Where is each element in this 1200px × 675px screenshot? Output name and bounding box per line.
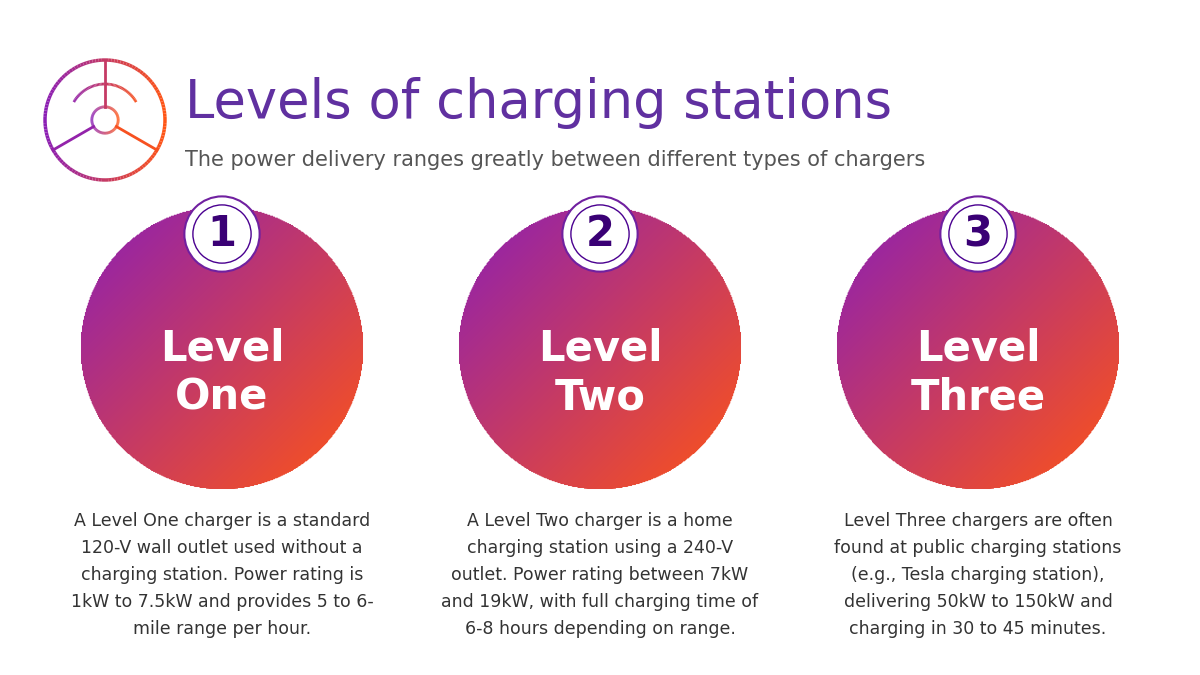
- Text: The power delivery ranges greatly between different types of chargers: The power delivery ranges greatly betwee…: [185, 150, 925, 170]
- Text: Level Three chargers are often
found at public charging stations
(e.g., Tesla ch: Level Three chargers are often found at …: [834, 512, 1122, 638]
- Text: Levels of charging stations: Levels of charging stations: [185, 77, 892, 129]
- Text: Level
Three: Level Three: [911, 328, 1045, 418]
- Text: Level
One: Level One: [160, 328, 284, 418]
- Text: 3: 3: [964, 213, 992, 255]
- Circle shape: [193, 205, 251, 263]
- Circle shape: [563, 196, 637, 271]
- Text: 2: 2: [586, 213, 614, 255]
- Text: A Level Two charger is a home
charging station using a 240-V
outlet. Power ratin: A Level Two charger is a home charging s…: [442, 512, 758, 638]
- Circle shape: [185, 196, 259, 271]
- Text: 1: 1: [208, 213, 236, 255]
- Circle shape: [949, 205, 1007, 263]
- Text: A Level One charger is a standard
120-V wall outlet used without a
charging stat: A Level One charger is a standard 120-V …: [71, 512, 373, 638]
- Circle shape: [571, 205, 629, 263]
- Circle shape: [941, 196, 1015, 271]
- Text: Level
Two: Level Two: [538, 328, 662, 418]
